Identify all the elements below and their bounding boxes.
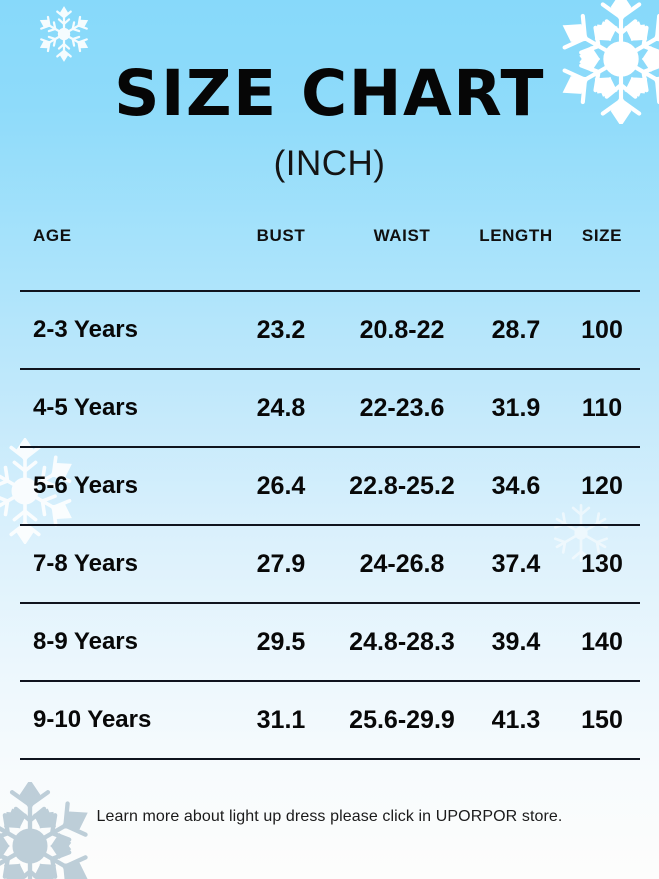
table-row: 9-10 Years 31.1 25.6-29.9 41.3 150 <box>20 680 640 760</box>
column-header-size: SIZE <box>581 226 623 245</box>
cell-length: 28.7 <box>468 290 564 369</box>
footer-note: Learn more about light up dress please c… <box>96 808 563 825</box>
column-header-length: LENGTH <box>479 226 553 245</box>
cell-size: 100 <box>564 290 640 369</box>
table-row: 2-3 Years 23.2 20.8-22 28.7 100 <box>20 290 640 369</box>
unit-subtitle: (INCH) <box>273 144 386 183</box>
cell-waist: 24-26.8 <box>336 524 468 603</box>
cell-age: 7-8 Years <box>20 524 226 603</box>
column-header-age: AGE <box>33 226 72 245</box>
cell-length: 37.4 <box>468 524 564 603</box>
cell-size: 110 <box>564 368 640 447</box>
table-row: 5-6 Years 26.4 22.8-25.2 34.6 120 <box>20 446 640 525</box>
cell-size: 130 <box>564 524 640 603</box>
cell-size: 150 <box>564 680 640 760</box>
table-header-row: AGE BUST WAIST LENGTH SIZE <box>20 226 640 291</box>
table-row: 4-5 Years 24.8 22-23.6 31.9 110 <box>20 368 640 447</box>
cell-bust: 23.2 <box>226 290 336 369</box>
cell-waist: 20.8-22 <box>336 290 468 369</box>
cell-waist: 22-23.6 <box>336 368 468 447</box>
cell-size: 140 <box>564 602 640 681</box>
table-row: 8-9 Years 29.5 24.8-28.3 39.4 140 <box>20 602 640 681</box>
snowflake-icon <box>36 6 92 62</box>
cell-size: 120 <box>564 446 640 525</box>
cell-waist: 22.8-25.2 <box>336 446 468 525</box>
cell-waist: 24.8-28.3 <box>336 602 468 681</box>
cell-bust: 26.4 <box>226 446 336 525</box>
cell-age: 5-6 Years <box>20 446 226 525</box>
cell-age: 8-9 Years <box>20 602 226 681</box>
cell-length: 39.4 <box>468 602 564 681</box>
cell-length: 34.6 <box>468 446 564 525</box>
cell-bust: 27.9 <box>226 524 336 603</box>
cell-age: 2-3 Years <box>20 290 226 369</box>
size-chart-table: AGE BUST WAIST LENGTH SIZE 2-3 Years 23.… <box>20 226 640 760</box>
cell-age: 4-5 Years <box>20 368 226 447</box>
cell-waist: 25.6-29.9 <box>336 680 468 760</box>
cell-bust: 24.8 <box>226 368 336 447</box>
cell-length: 31.9 <box>468 368 564 447</box>
cell-length: 41.3 <box>468 680 564 760</box>
column-header-bust: BUST <box>256 226 306 245</box>
cell-age: 9-10 Years <box>20 680 226 760</box>
table-row: 7-8 Years 27.9 24-26.8 37.4 130 <box>20 524 640 603</box>
page-title: SIZE CHART <box>114 57 545 130</box>
snowflake-icon <box>0 782 94 879</box>
column-header-waist: WAIST <box>373 226 431 245</box>
cell-bust: 29.5 <box>226 602 336 681</box>
cell-bust: 31.1 <box>226 680 336 760</box>
